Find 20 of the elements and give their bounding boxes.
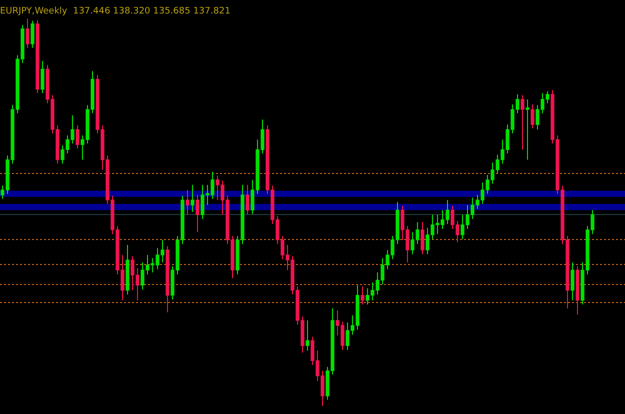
candlestick — [166, 246, 170, 313]
candlestick — [76, 124, 80, 150]
candlestick — [420, 222, 424, 255]
candlestick — [126, 244, 130, 295]
candlestick — [30, 20, 34, 48]
candlestick — [360, 286, 364, 306]
candlestick — [576, 266, 580, 316]
candlestick — [520, 94, 524, 150]
candlestick — [306, 320, 310, 352]
candlestick — [570, 262, 574, 301]
candlestick — [196, 194, 200, 233]
candlestick — [190, 184, 194, 213]
candlestick — [186, 189, 190, 216]
candlestick — [26, 18, 30, 48]
chart-title: EURJPY,Weekly 137.446 138.320 135.685 137.821 — [0, 6, 230, 17]
candlestick — [526, 98, 530, 160]
candlestick — [246, 184, 250, 214]
candlestick — [40, 60, 44, 94]
candlestick — [36, 19, 40, 94]
candlestick — [530, 104, 534, 129]
